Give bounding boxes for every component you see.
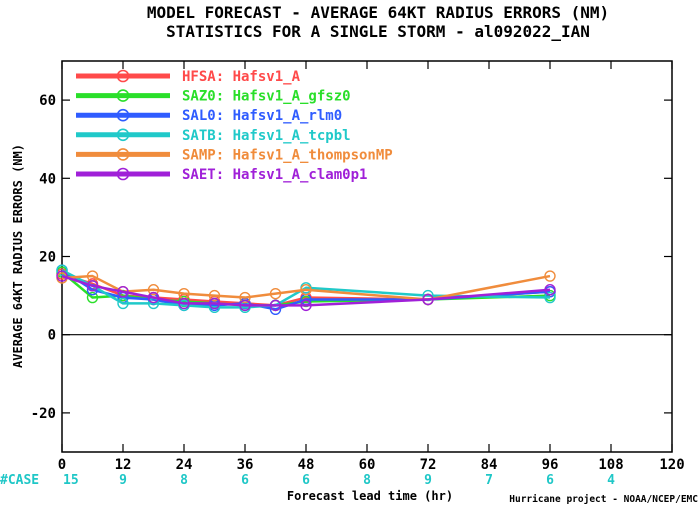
case-count: 7 bbox=[485, 473, 493, 488]
legend-marker bbox=[116, 89, 130, 102]
credit-text: Hurricane project - NOAA/NCEP/EMC bbox=[509, 494, 698, 505]
legend-marker bbox=[116, 148, 130, 161]
legend-entry: SAMP: Hafsv1_A_thompsonMP bbox=[182, 147, 393, 163]
data-point bbox=[544, 270, 556, 282]
data-point bbox=[239, 291, 251, 304]
x-tick-label: 48 bbox=[298, 457, 315, 473]
x-tick-label: 72 bbox=[420, 457, 437, 473]
x-tick-label: 84 bbox=[481, 457, 498, 473]
legend-marker bbox=[116, 69, 130, 83]
data-point bbox=[544, 284, 556, 296]
legend-entry: SAL0: Hafsv1_A_rlm0 bbox=[182, 108, 342, 124]
case-counts: 15 9 8 6 6 8 9 7 6 4 bbox=[63, 473, 615, 488]
data-point bbox=[86, 291, 99, 304]
y-axis-label: AVERAGE 64KT RADIUS ERRORS (NM) bbox=[11, 144, 25, 368]
case-count: 6 bbox=[546, 473, 554, 488]
series-line bbox=[61, 274, 551, 307]
legend-entry: SATB: Hafsv1_A_tcpbl bbox=[182, 128, 351, 144]
data-point bbox=[300, 284, 312, 296]
legend-marker bbox=[116, 108, 130, 122]
chart-subtitle: STATISTICS FOR A SINGLE STORM - al092022… bbox=[166, 22, 590, 41]
y-tick-label: -20 bbox=[31, 406, 56, 422]
y-tick-label: 40 bbox=[39, 171, 56, 187]
legend-entry: HFSA: Hafsv1_A bbox=[182, 69, 301, 85]
legend-entry: SAZ0: Hafsv1_A_gfsz0 bbox=[182, 89, 351, 105]
y-tick-label: 20 bbox=[39, 250, 56, 266]
data-point bbox=[86, 280, 99, 292]
y-tick-label: 60 bbox=[39, 93, 56, 109]
data-point bbox=[56, 270, 68, 282]
series-line bbox=[61, 269, 551, 311]
data-point bbox=[208, 289, 221, 302]
legend-marker bbox=[116, 167, 130, 181]
data-point bbox=[178, 297, 190, 310]
data-point bbox=[300, 299, 312, 312]
series-6 bbox=[56, 270, 556, 312]
legend-entry: SAET: Hafsv1_A_clam0p1 bbox=[182, 167, 367, 183]
data-point bbox=[147, 284, 160, 296]
case-count: 15 bbox=[63, 473, 79, 488]
x-tick-label: 36 bbox=[237, 457, 254, 473]
legend-marker bbox=[116, 128, 130, 142]
data-point bbox=[544, 291, 556, 304]
plot-frame bbox=[61, 60, 673, 453]
legend: HFSA: Hafsv1_A SAZ0: Hafsv1_A_gfsz0 SAL0: … bbox=[76, 69, 393, 183]
data-point bbox=[147, 291, 160, 304]
series-line bbox=[61, 272, 551, 307]
y-axis-ticks: -20 0 20 40 60 bbox=[31, 93, 672, 422]
x-tick-label: 60 bbox=[359, 457, 376, 473]
data-point bbox=[56, 264, 68, 276]
data-point bbox=[422, 293, 434, 306]
case-count: 6 bbox=[302, 473, 310, 488]
y-tick-label: 0 bbox=[48, 328, 56, 344]
data-point bbox=[117, 297, 129, 310]
data-point bbox=[208, 297, 221, 310]
case-count: 6 bbox=[241, 473, 249, 488]
case-count: 8 bbox=[363, 473, 371, 488]
data-point bbox=[269, 287, 282, 300]
data-point bbox=[269, 299, 282, 312]
plot-area bbox=[61, 60, 673, 453]
case-label: #CASE bbox=[0, 473, 39, 488]
x-tick-label: 0 bbox=[58, 457, 66, 473]
data-point bbox=[239, 299, 251, 312]
x-axis-label: Forecast lead time (hr) bbox=[287, 489, 453, 503]
x-tick-label: 96 bbox=[542, 457, 559, 473]
series-lines bbox=[56, 264, 556, 315]
case-count: 9 bbox=[119, 473, 127, 488]
x-tick-label: 108 bbox=[598, 457, 623, 473]
case-count: 8 bbox=[180, 473, 188, 488]
x-tick-label: 12 bbox=[115, 457, 132, 473]
series-line bbox=[61, 269, 551, 309]
x-axis-ticks: 0 12 24 36 48 60 72 84 96 108 120 bbox=[58, 61, 685, 473]
case-count: 9 bbox=[424, 473, 432, 488]
x-tick-label: 120 bbox=[659, 457, 684, 473]
series-line bbox=[61, 274, 551, 301]
chart-title: MODEL FORECAST - AVERAGE 64KT RADIUS ERR… bbox=[147, 3, 609, 22]
x-tick-label: 24 bbox=[176, 457, 193, 473]
data-point bbox=[117, 285, 129, 298]
case-count: 4 bbox=[607, 473, 615, 488]
